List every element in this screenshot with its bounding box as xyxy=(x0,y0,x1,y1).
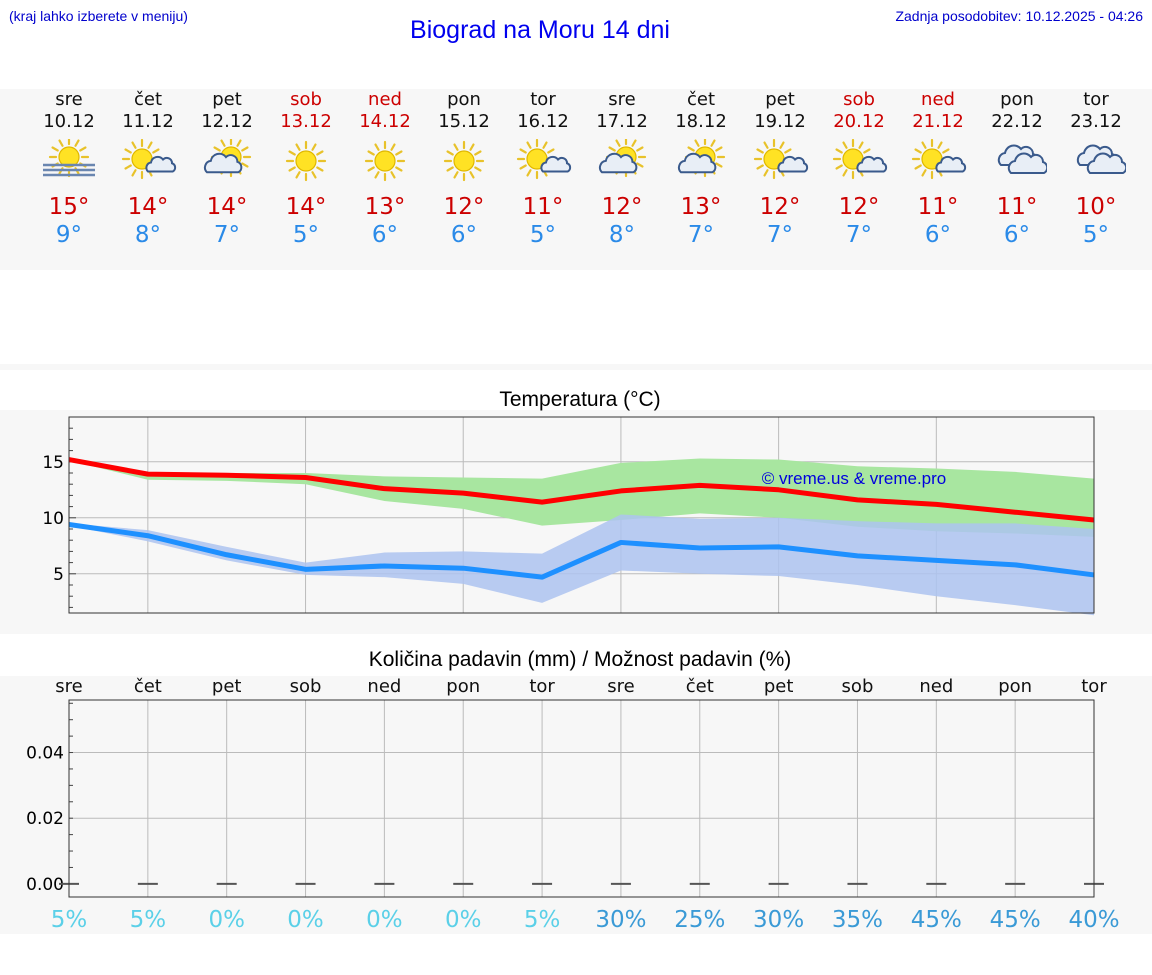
x-tick-label: čet xyxy=(686,676,714,697)
precip-bar xyxy=(926,883,946,885)
x-tick-label: pon xyxy=(446,676,480,697)
precip-chance: 35% xyxy=(832,907,883,933)
precip-chance: 25% xyxy=(674,907,725,933)
precip-bar xyxy=(1005,883,1025,885)
x-tick-label: tor xyxy=(529,676,555,697)
x-tick-label: sob xyxy=(842,676,874,697)
precip-chance: 0% xyxy=(208,907,245,933)
precip-bar xyxy=(611,883,631,885)
y-tick-label: 5 xyxy=(53,565,64,585)
precip-chance: 5% xyxy=(524,907,561,933)
precip-bar xyxy=(532,883,552,885)
precip-chance: 0% xyxy=(287,907,324,933)
y-tick-label: 0.04 xyxy=(26,744,64,764)
plot-area xyxy=(69,700,1094,897)
precip-bar xyxy=(847,883,867,885)
precip-bar xyxy=(217,883,237,885)
y-tick-label: 15 xyxy=(42,453,64,473)
precip-chance: 30% xyxy=(753,907,804,933)
precip-bar xyxy=(769,883,789,885)
x-tick-label: pet xyxy=(212,676,242,697)
precip-bar xyxy=(453,883,473,885)
x-tick-label: čet xyxy=(134,676,162,697)
precip-bar xyxy=(296,883,316,885)
precip-bar xyxy=(374,883,394,885)
precip-chance: 40% xyxy=(1068,907,1119,933)
precip-bar xyxy=(138,883,158,885)
x-tick-label: pon xyxy=(998,676,1032,697)
x-tick-label: sob xyxy=(290,676,322,697)
x-tick-label: pet xyxy=(764,676,794,697)
watermark: © vreme.us & vreme.pro xyxy=(762,469,946,488)
x-tick-label: sre xyxy=(55,676,82,697)
precip-chance: 45% xyxy=(911,907,962,933)
precip-chance: 5% xyxy=(130,907,167,933)
y-tick-label: 0.02 xyxy=(26,809,64,829)
charts-canvas: 5 10 15 © vreme.us & vreme.pro 0.00 0.02 0.04 s… xyxy=(0,0,1152,975)
precip-chance: 0% xyxy=(366,907,403,933)
precip-chance: 30% xyxy=(595,907,646,933)
precip-chance: 0% xyxy=(445,907,482,933)
y-tick-label: 0.00 xyxy=(26,875,64,895)
precip-bar xyxy=(690,883,710,885)
x-tick-label: ned xyxy=(367,676,401,697)
y-tick-label: 10 xyxy=(42,509,64,529)
precip-chance: 45% xyxy=(990,907,1041,933)
x-tick-label: ned xyxy=(919,676,953,697)
precip-chance: 5% xyxy=(51,907,88,933)
x-tick-label: sre xyxy=(607,676,634,697)
x-tick-label: tor xyxy=(1081,676,1107,697)
